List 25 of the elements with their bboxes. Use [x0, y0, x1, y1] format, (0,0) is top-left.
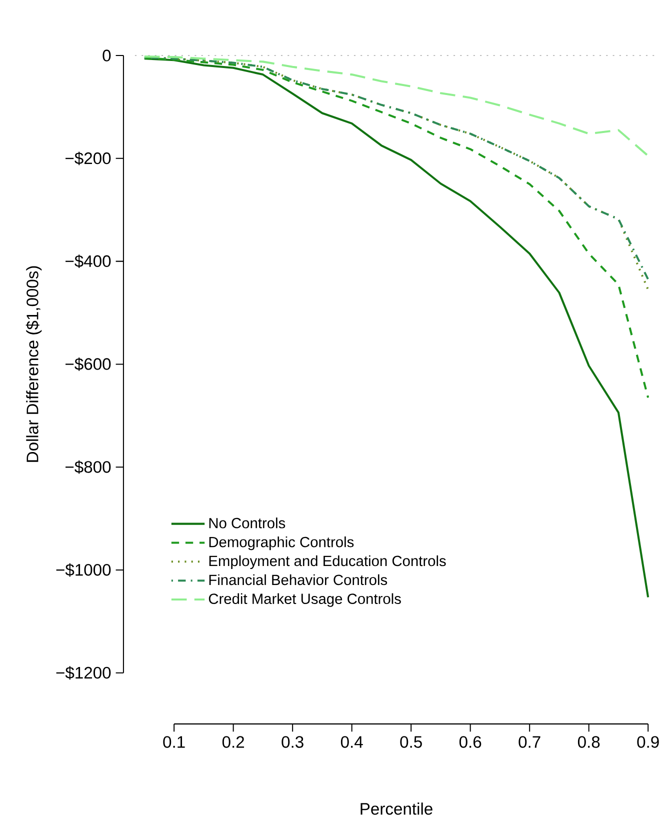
y-tick-label: 0: [102, 50, 111, 62]
y-axis-title: Dollar Difference ($1,000s): [26, 266, 42, 462]
x-tick-label: 0.8: [578, 736, 600, 748]
legend-label: No Controls: [209, 518, 286, 528]
line-series: [143, 57, 650, 399]
legend-label: Employment and Education Controls: [209, 555, 446, 570]
legend-label: Credit Market Usage Controls: [208, 593, 401, 607]
line-series: [143, 56, 650, 157]
x-tick-label: 0.3: [282, 736, 304, 748]
x-tick-label: 0.1: [163, 736, 185, 748]
x-tick-label: 0.6: [459, 736, 482, 748]
x-tick-label: 0.5: [400, 736, 422, 748]
x-tick-label: 0.4: [340, 736, 363, 748]
y-tick-label: −$1200: [56, 666, 111, 680]
x-tick-label: 0.2: [222, 736, 244, 748]
legend-label: Demographic Controls: [209, 536, 354, 550]
x-axis-title: Percentile: [360, 802, 432, 815]
y-tick-label: −$200: [65, 152, 111, 166]
x-tick-label: 0.9: [637, 736, 659, 748]
y-tick-label: −$800: [65, 460, 111, 474]
y-tick-label: −$600: [65, 357, 111, 371]
x-tick-label: 0.7: [518, 736, 540, 748]
y-tick-label: −$400: [65, 254, 111, 268]
y-tick-label: −$1000: [56, 563, 111, 577]
legend-label: Financial Behavior Controls: [209, 574, 387, 586]
